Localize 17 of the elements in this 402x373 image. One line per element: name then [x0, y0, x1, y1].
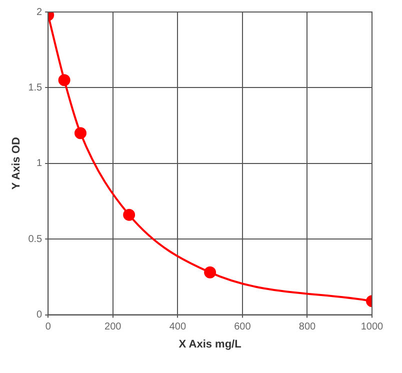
point: [74, 127, 86, 140]
y-axis-title: Y Axis OD: [10, 137, 23, 190]
point: [123, 208, 136, 221]
y-tick-label: 0.5: [28, 234, 43, 245]
x-axis-title: X Axis mg/L: [178, 338, 242, 350]
x-tick-label: 0: [45, 322, 52, 333]
y-tick-label: 2: [36, 6, 43, 18]
point: [58, 74, 70, 86]
x-tick-label: 800: [298, 322, 316, 333]
point: [204, 266, 216, 278]
y-tick-label: 1.5: [28, 82, 43, 94]
x-tick-label: 200: [104, 322, 122, 333]
x-tick-label: 1000: [360, 322, 384, 333]
x-tick-label: 600: [234, 322, 252, 333]
y-tick-label: 1: [36, 158, 43, 170]
y-tick-label: 0: [36, 310, 43, 321]
x-tick-label: 400: [169, 322, 186, 333]
